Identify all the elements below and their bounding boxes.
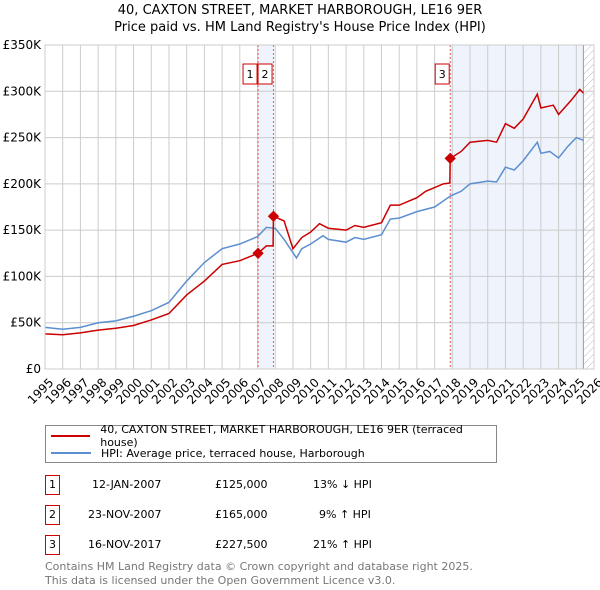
legend-swatch [51, 452, 91, 454]
sale-point [252, 247, 264, 259]
sale-point [267, 210, 280, 222]
table-row: 1 12-JAN-2007 £125,000 13% ↓ HPI [45, 475, 445, 495]
sale-label-box [242, 63, 258, 85]
table-row: 3 16-NOV-2017 £227,500 21% ↑ HPI [45, 535, 445, 555]
y-tick-label: £150K [3, 223, 43, 237]
sale-badge: 3 [45, 535, 60, 555]
sale-label: 3 [439, 68, 446, 81]
legend-label: 40, CAXTON STREET, MARKET HARBOROUGH, LE… [100, 423, 463, 449]
shaded-period [258, 45, 274, 369]
sale-badge: 2 [45, 505, 60, 525]
legend-swatch [51, 435, 91, 437]
sale-label: 1 [247, 68, 254, 81]
y-tick-label: £350K [3, 38, 43, 52]
footer-licence: This data is licensed under the Open Gov… [45, 574, 396, 587]
sale-point [444, 152, 456, 165]
table-row: 2 23-NOV-2007 £165,000 9% ↑ HPI [45, 505, 445, 525]
chart-title: 40, CAXTON STREET, MARKET HARBOROUGH, LE… [117, 3, 483, 18]
series-line [44, 88, 584, 336]
future-hatch [583, 45, 594, 369]
sale-hpi: 9% ↑ HPI [319, 508, 371, 521]
sale-price: £125,000 [215, 478, 268, 491]
sale-date: 16-NOV-2017 [88, 538, 162, 551]
y-tick-label: £200K [3, 177, 43, 191]
legend-item-property: 40, CAXTON STREET, MARKET HARBOROUGH, LE… [46, 423, 496, 449]
sale-badge: 1 [45, 475, 60, 495]
footer-copyright: Contains HM Land Registry data © Crown c… [45, 560, 473, 573]
sale-date: 12-JAN-2007 [92, 478, 162, 491]
y-tick-label: £300K [3, 84, 43, 98]
chart-subtitle: Price paid vs. HM Land Registry's House … [114, 20, 486, 35]
legend-item-hpi: HPI: Average price, terraced house, Harb… [46, 445, 365, 461]
sale-label: 2 [262, 68, 269, 81]
sale-hpi: 13% ↓ HPI [313, 478, 372, 491]
sale-hpi: 21% ↑ HPI [313, 538, 372, 551]
shaded-period [450, 45, 584, 369]
sale-date: 23-NOV-2007 [88, 508, 162, 521]
y-tick-label: £100K [3, 269, 43, 283]
sale-label-box [257, 63, 273, 85]
plot-frame [44, 44, 595, 370]
sale-label-box [434, 63, 450, 85]
series-line [44, 136, 584, 330]
legend-label: HPI: Average price, terraced house, Harb… [101, 446, 365, 460]
price-chart: 1995199619971998199920002001200220032004… [3, 38, 600, 407]
sale-price: £227,500 [215, 538, 268, 551]
sale-price: £165,000 [215, 508, 268, 521]
y-tick-label: £0 [26, 362, 41, 376]
legend: 40, CAXTON STREET, MARKET HARBOROUGH, LE… [45, 423, 497, 463]
y-tick-label: £50K [10, 316, 42, 330]
y-tick-label: £250K [3, 131, 43, 145]
